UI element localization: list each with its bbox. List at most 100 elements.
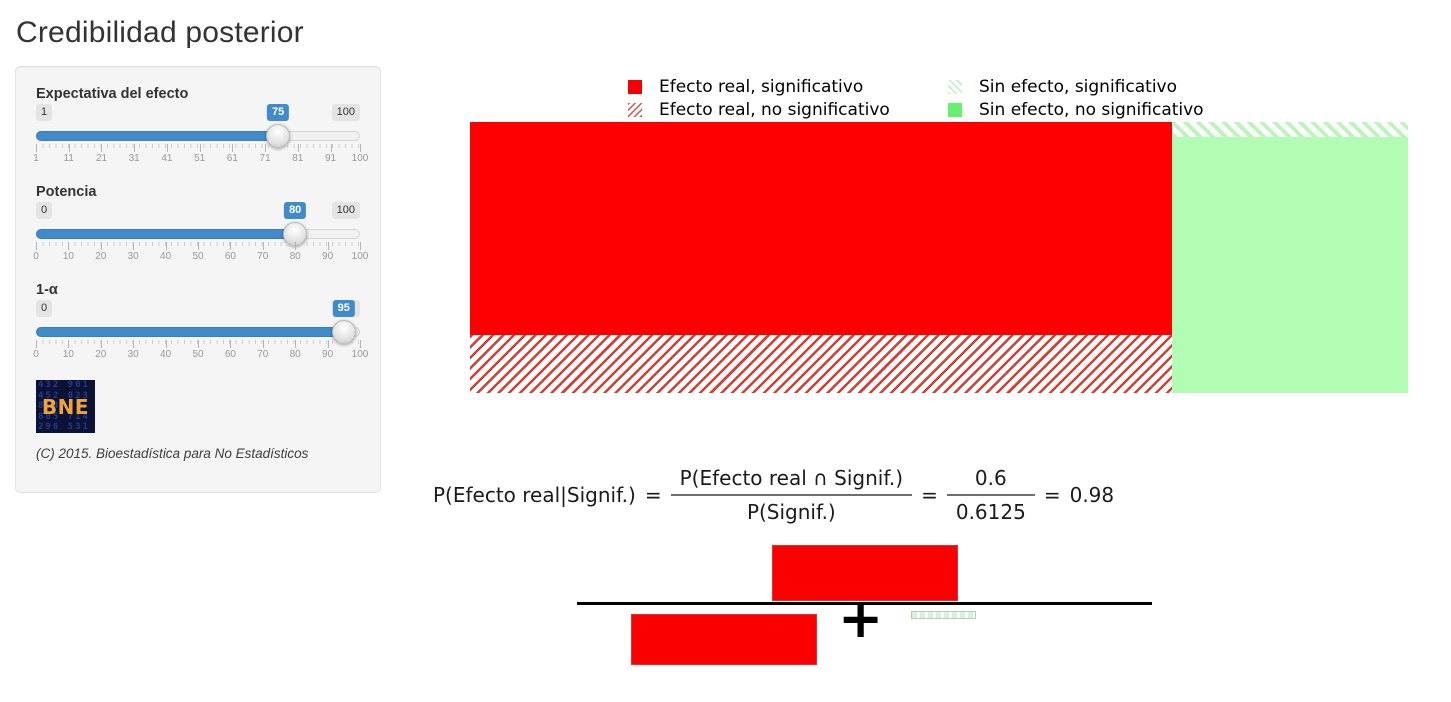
slider-grid-tick [330, 144, 332, 152]
slider-grid-label: 41 [161, 153, 173, 164]
slider-grid-tick [166, 144, 168, 152]
logo-background-digits: 432 901 452 023 8 4 71 805 714 296 531 [38, 380, 90, 432]
plot-legend: Efecto real, significativo Sin efecto, s… [628, 75, 1204, 121]
formula-lhs: P(Efecto real|Signif.) [433, 483, 636, 507]
slider-filled-bar[interactable] [36, 327, 344, 337]
slider-grid-label: 10 [62, 349, 74, 360]
slider-grid-tick [101, 144, 103, 152]
slider-grid-label: 1 [33, 153, 39, 164]
slider-min-label: 0 [36, 202, 53, 219]
equals-sign: = [921, 483, 938, 507]
slider-grid: 1 11 21 31 41 51 61 71 81 91 100 [33, 144, 368, 168]
fraction-numeric: 0.6 0.6125 [946, 466, 1035, 524]
slider-grid-label: 60 [224, 349, 236, 360]
slider-grid-tick [262, 340, 264, 348]
slider-grid-tick [68, 144, 70, 152]
slider-label: 1-α [36, 282, 58, 298]
slider-max-label: 100 [331, 202, 360, 219]
bayes-formula: P(Efecto real|Signif.) = P(Efecto real ∩… [433, 458, 1114, 532]
fraction-symbolic: P(Efecto real ∩ Signif.) P(Signif.) [670, 466, 913, 524]
slider-grid-label: 81 [292, 153, 304, 164]
copyright-text: (C) 2015. Bioestadística para No Estadís… [36, 446, 309, 461]
slider-grid-tick [327, 340, 329, 348]
logo-text: BNE [41, 394, 90, 419]
slider-grid-label: 80 [289, 251, 301, 262]
slider-grid-label: 70 [257, 349, 269, 360]
slider-grid-tick [199, 144, 201, 152]
slider-grid-tick [68, 340, 70, 348]
formula-result: 0.98 [1069, 483, 1115, 507]
slider-grid-tick [36, 242, 37, 250]
fraction-denominator: P(Signif.) [746, 500, 836, 524]
equals-sign: = [644, 483, 662, 507]
slider-grid-label: 51 [194, 153, 206, 164]
legend-item: Efecto real, no significativo [628, 100, 948, 120]
slider-grid-label: 61 [226, 153, 238, 164]
slider-filled-bar[interactable] [36, 229, 296, 239]
slider-grid-label: 21 [95, 153, 108, 164]
red-hatch-swatch-icon [628, 102, 642, 117]
slider-max-label: 100 [331, 104, 360, 121]
slider-value-bubble: 80 [284, 202, 307, 219]
legend-item-label: Efecto real, significativo [659, 76, 864, 97]
slider-grid-tick [100, 242, 102, 250]
slider-grid-tick [133, 242, 135, 250]
mosaic-chart [470, 122, 1408, 393]
equals-sign: = [1043, 483, 1061, 507]
fraction-denominator: 0.6125 [955, 500, 1026, 524]
slider-grid-label: 0 [33, 251, 39, 262]
slider-value-bubble: 75 [267, 104, 290, 121]
slider-widget[interactable]: 0 100 80 0 10 20 30 40 50 60 70 80 90 100 [33, 202, 368, 266]
slider-grid-label: 70 [257, 251, 269, 262]
slider-grid-tick [198, 340, 199, 348]
slider-grid-label: 20 [95, 349, 107, 360]
slider-grid-label: 80 [289, 349, 301, 360]
slider-grid-label: 10 [62, 251, 74, 262]
visual-fraction-bar-line [577, 602, 1152, 605]
slider-grid-label: 50 [192, 349, 204, 360]
region-sin-efecto-no-significativo [1172, 137, 1408, 393]
slider-grid-tick [230, 242, 232, 250]
legend-item-label: Sin efecto, significativo [979, 76, 1178, 97]
slider-grid-label: 91 [324, 153, 337, 164]
slider-grid-tick [36, 340, 37, 348]
slider-grid-tick [198, 242, 199, 250]
slider-filled-bar[interactable] [36, 131, 279, 141]
red-solid-swatch-icon [628, 79, 642, 94]
fraction-numerator: 0.6 [946, 466, 1035, 496]
slider-grid-label: 60 [224, 251, 236, 262]
slider-grid-label: 100 [351, 251, 369, 262]
region-sin-efecto-significativo [1172, 122, 1408, 137]
slider-grid-tick [165, 242, 167, 250]
slider-grid-tick [265, 144, 267, 152]
slider-grid-tick [360, 242, 361, 250]
slider-grid-label: 40 [160, 251, 172, 262]
slider-grid-label: 30 [127, 251, 139, 262]
slider-grid-tick [133, 340, 135, 348]
bne-logo: 432 901 452 023 8 4 71 805 714 296 531 B… [36, 380, 95, 433]
slider-value-bubble: 95 [332, 300, 355, 317]
slider-grid-label: 90 [322, 251, 334, 262]
visual-fraction-denominator-green-bar [911, 611, 976, 619]
slider-expectativa: Expectativa del efecto 1 100 75 1 11 21 31 4… [33, 86, 368, 168]
slider-grid-tick [36, 144, 37, 152]
slider-widget[interactable]: 1 100 75 1 11 21 31 41 51 61 71 81 91 100 [33, 104, 368, 168]
fraction-numerator: P(Efecto real ∩ Signif.) [670, 466, 913, 496]
sidebar-panel: Expectativa del efecto 1 100 75 1 11 21 31 4… [15, 66, 381, 493]
slider-grid: 0 10 20 30 40 50 60 70 80 90 100 [33, 340, 368, 364]
page-title: Credibilidad posterior [16, 16, 304, 49]
slider-grid-tick [295, 340, 297, 348]
slider-grid-tick [68, 242, 70, 250]
legend-item: Sin efecto, significativo [948, 77, 1204, 97]
slider-label: Expectativa del efecto [36, 86, 189, 102]
slider-grid-label: 40 [160, 349, 172, 360]
slider-grid-label: 71 [259, 153, 271, 164]
green-hatch-swatch-icon [948, 79, 962, 94]
slider-potencia: Potencia 0 100 80 0 10 20 30 40 50 60 70 80 90 100 [33, 184, 368, 266]
slider-grid-tick [100, 340, 102, 348]
slider-grid-label: 20 [95, 251, 107, 262]
slider-min-label: 0 [36, 300, 53, 317]
